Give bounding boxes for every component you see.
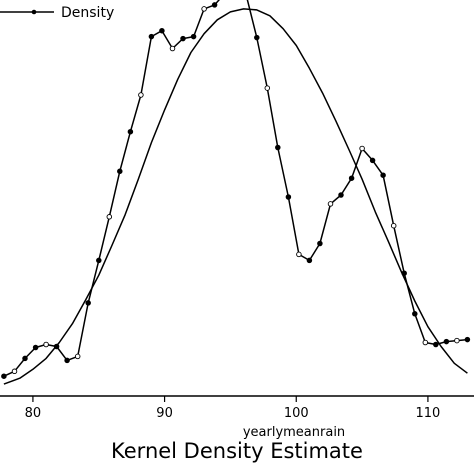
data-point xyxy=(327,201,334,207)
data-point xyxy=(11,368,18,375)
series-0 xyxy=(1,0,471,379)
data-point xyxy=(74,353,81,360)
data-point xyxy=(369,157,376,164)
data-point xyxy=(464,336,471,343)
data-point xyxy=(32,344,39,351)
data-point xyxy=(443,338,450,345)
legend: Density xyxy=(0,5,114,21)
series-layer xyxy=(1,0,471,385)
chart-title: Kernel Density Estimate xyxy=(111,439,363,463)
x-axis-label: yearlymeanrain xyxy=(243,425,345,440)
x-tick-label: 80 xyxy=(25,406,42,421)
data-point xyxy=(306,257,313,264)
x-tick-label: 100 xyxy=(284,406,309,421)
series-line-1 xyxy=(3,8,468,385)
data-point xyxy=(1,373,7,379)
data-point xyxy=(43,341,49,348)
data-point xyxy=(96,257,102,264)
data-point xyxy=(201,6,207,12)
x-tick-label: 90 xyxy=(156,406,173,421)
data-point xyxy=(106,214,113,220)
data-point xyxy=(390,222,397,229)
x-axis: 80 90 100 110 xyxy=(0,395,474,421)
data-point xyxy=(85,300,91,306)
data-point xyxy=(117,168,123,175)
data-point xyxy=(433,341,439,348)
data-point xyxy=(138,92,144,98)
data-point xyxy=(275,144,281,151)
data-point xyxy=(254,34,260,41)
data-point xyxy=(359,145,365,152)
data-point xyxy=(348,175,355,181)
legend-label-density: Density xyxy=(61,5,114,21)
data-point xyxy=(148,33,155,40)
data-point xyxy=(64,357,70,364)
legend-marker xyxy=(31,9,37,15)
series-1 xyxy=(3,8,468,385)
data-point xyxy=(338,192,344,198)
data-point xyxy=(180,35,186,42)
data-point xyxy=(422,339,429,346)
data-point xyxy=(169,45,176,52)
data-point xyxy=(412,311,418,317)
data-point xyxy=(22,355,28,362)
series-line-0 xyxy=(3,0,468,377)
data-point xyxy=(454,337,460,344)
data-point xyxy=(159,27,165,34)
data-point xyxy=(127,128,134,135)
data-point xyxy=(190,33,197,40)
data-point xyxy=(211,2,218,8)
data-point xyxy=(317,240,323,247)
data-point xyxy=(264,85,271,91)
x-tick-label: 110 xyxy=(416,406,441,421)
data-point xyxy=(380,172,386,178)
data-point xyxy=(296,251,302,258)
data-point xyxy=(285,194,292,200)
